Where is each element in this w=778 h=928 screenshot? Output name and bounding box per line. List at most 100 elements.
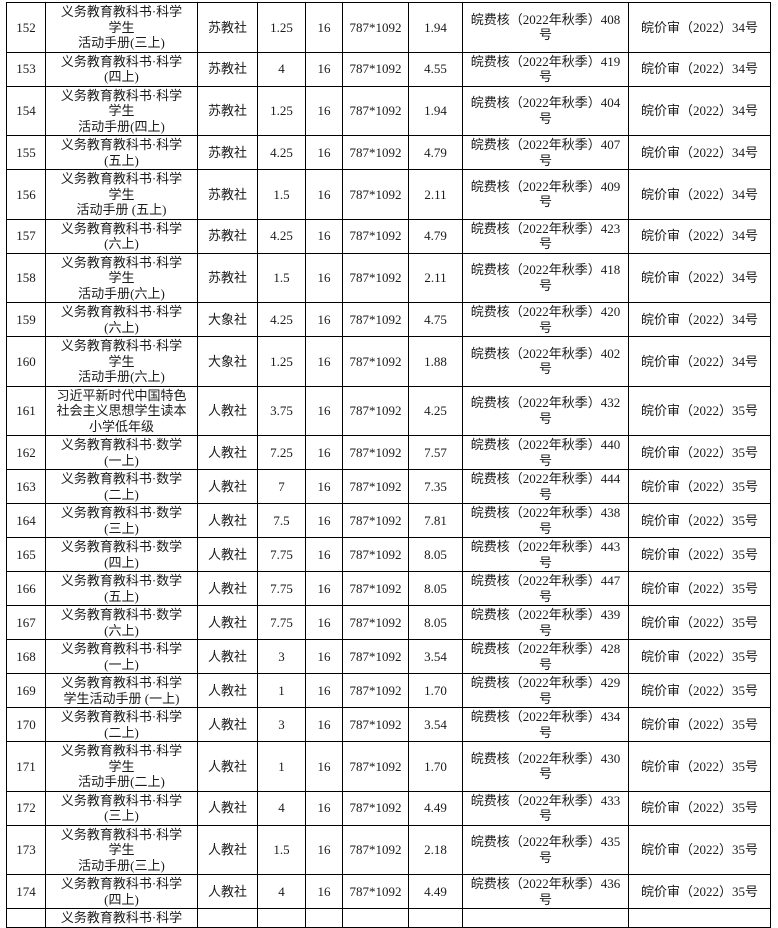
cell-price: 4.25 — [257, 135, 306, 170]
cell-format: 16 — [305, 673, 343, 708]
cell-format: 16 — [305, 218, 343, 254]
cell-no: 154 — [6, 85, 46, 136]
cell-size: 787*1092 — [342, 790, 409, 826]
cell-publisher: 苏教社 — [197, 85, 258, 136]
cell-total: 7.35 — [408, 469, 463, 504]
cell-approval: 皖费核（2022年秋季）430 号 — [462, 741, 629, 792]
cell-total: 7.81 — [408, 503, 463, 538]
cell-no: 165 — [6, 537, 46, 572]
cell-size: 787*1092 — [342, 85, 409, 136]
cell-no: 170 — [6, 707, 46, 742]
cell-doc: 皖价审（2022）35号 — [628, 639, 771, 674]
cell-size: 787*1092 — [342, 673, 409, 708]
cell-publisher — [197, 908, 258, 928]
cell-price: 1.25 — [257, 336, 306, 387]
cell-doc: 皖价审（2022）35号 — [628, 824, 771, 875]
cell-total: 2.18 — [408, 824, 463, 875]
price-table-body: 152 义务教育教科书·科学 学生 活动手册(三上) 苏教社 1.25 16 787*10… — [6, 2, 771, 928]
cell-total: 4.79 — [408, 135, 463, 170]
cell-size: 787*1092 — [342, 639, 409, 674]
cell-publisher: 苏教社 — [197, 218, 258, 254]
cell-doc: 皖价审（2022）35号 — [628, 874, 771, 909]
table-row: 161 习近平新时代中国特色 社会主义思想学生读本 小学低年级 人教社 3.75 16 7… — [6, 385, 771, 436]
cell-doc: 皖价审（2022）34号 — [628, 302, 771, 337]
cell-total: 4.75 — [408, 302, 463, 337]
cell-publisher: 人教社 — [197, 605, 258, 640]
cell-size: 787*1092 — [342, 252, 409, 303]
cell-approval: 皖费核（2022年秋季）432 号 — [462, 385, 629, 436]
cell-no: 166 — [6, 571, 46, 606]
cell-approval: 皖费核（2022年秋季）440 号 — [462, 435, 629, 470]
cell-approval: 皖费核（2022年秋季）423 号 — [462, 218, 629, 254]
cell-no: 153 — [6, 51, 46, 87]
cell-size: 787*1092 — [342, 741, 409, 792]
cell-format: 16 — [305, 639, 343, 674]
cell-doc: 皖价审（2022）35号 — [628, 469, 771, 504]
cell-no: 174 — [6, 874, 46, 909]
cell-price: 7.75 — [257, 571, 306, 606]
cell-no: 157 — [6, 218, 46, 254]
cell-approval — [462, 908, 629, 928]
cell-doc: 皖价审（2022）35号 — [628, 571, 771, 606]
cell-no — [6, 908, 46, 928]
cell-total: 1.88 — [408, 336, 463, 387]
cell-no: 161 — [6, 385, 46, 436]
cell-price: 7.75 — [257, 605, 306, 640]
cell-doc — [628, 908, 771, 928]
cell-size: 787*1092 — [342, 707, 409, 742]
cell-doc: 皖价审（2022）35号 — [628, 503, 771, 538]
cell-no: 172 — [6, 790, 46, 826]
cell-size: 787*1092 — [342, 385, 409, 436]
cell-approval: 皖费核（2022年秋季）404 号 — [462, 85, 629, 136]
cell-doc: 皖价审（2022）35号 — [628, 741, 771, 792]
cell-title: 义务教育教科书·科学 学生活动手册 (一上) — [45, 673, 198, 708]
cell-total: 2.11 — [408, 169, 463, 220]
table-row: 164 义务教育教科书·数学 (三上) 人教社 7.5 16 787*1092 7.81 皖费… — [6, 503, 771, 538]
cell-title: 义务教育教科书·科学 学生 活动手册(四上) — [45, 85, 198, 136]
table-row: 156 义务教育教科书·科学 学生 活动手册 (五上) 苏教社 1.5 16 787*10… — [6, 169, 771, 220]
cell-format: 16 — [305, 385, 343, 436]
table-row: 173 义务教育教科书·科学 学生 活动手册(三上) 人教社 1.5 16 787*109… — [6, 824, 771, 875]
cell-title: 义务教育教科书·数学 (四上) — [45, 537, 198, 572]
cell-title: 义务教育教科书·数学 (一上) — [45, 435, 198, 470]
cell-title: 义务教育教科书·科学 学生 活动手册(二上) — [45, 741, 198, 792]
cell-title: 习近平新时代中国特色 社会主义思想学生读本 小学低年级 — [45, 385, 198, 436]
cell-doc: 皖价审（2022）35号 — [628, 537, 771, 572]
cell-size: 787*1092 — [342, 571, 409, 606]
cell-price: 1.25 — [257, 2, 306, 53]
textbook-price-table: 152 义务教育教科书·科学 学生 活动手册(三上) 苏教社 1.25 16 787*10… — [6, 2, 771, 928]
cell-price: 4 — [257, 790, 306, 826]
cell-approval: 皖费核（2022年秋季）428 号 — [462, 639, 629, 674]
cell-no: 164 — [6, 503, 46, 538]
table-row: 170 义务教育教科书·科学 (二上) 人教社 3 16 787*1092 3.54 皖费核（… — [6, 707, 771, 742]
cell-doc: 皖价审（2022）35号 — [628, 605, 771, 640]
cell-doc: 皖价审（2022）35号 — [628, 790, 771, 826]
cell-publisher: 人教社 — [197, 824, 258, 875]
cell-size: 787*1092 — [342, 135, 409, 170]
cell-doc: 皖价审（2022）34号 — [628, 169, 771, 220]
cell-price: 1.5 — [257, 824, 306, 875]
table-row: 153 义务教育教科书·科学 (四上) 苏教社 4 16 787*1092 4.55 皖费核（… — [6, 51, 771, 87]
cell-price: 1.5 — [257, 169, 306, 220]
cell-approval: 皖费核（2022年秋季）439 号 — [462, 605, 629, 640]
cell-title: 义务教育教科书·科学 学生 活动手册(六上) — [45, 336, 198, 387]
cell-size: 787*1092 — [342, 218, 409, 254]
table-row: 171 义务教育教科书·科学 学生 活动手册(二上) 人教社 1 16 787*1092 1… — [6, 741, 771, 792]
cell-size: 787*1092 — [342, 51, 409, 87]
cell-format: 16 — [305, 707, 343, 742]
cell-format: 16 — [305, 435, 343, 470]
cell-format: 16 — [305, 571, 343, 606]
table-row: 162 义务教育教科书·数学 (一上) 人教社 7.25 16 787*1092 7.57 皖… — [6, 435, 771, 470]
cell-approval: 皖费核（2022年秋季）418 号 — [462, 252, 629, 303]
cell-format: 16 — [305, 302, 343, 337]
cell-title: 义务教育教科书·科学 学生 活动手册(三上) — [45, 824, 198, 875]
cell-doc: 皖价审（2022）34号 — [628, 218, 771, 254]
cell-publisher: 人教社 — [197, 707, 258, 742]
cell-size: 787*1092 — [342, 336, 409, 387]
cell-publisher: 人教社 — [197, 385, 258, 436]
cell-no: 167 — [6, 605, 46, 640]
table-row: 160 义务教育教科书·科学 学生 活动手册(六上) 大象社 1.25 16 787*10… — [6, 336, 771, 387]
cell-publisher: 人教社 — [197, 537, 258, 572]
cell-approval: 皖费核（2022年秋季）409 号 — [462, 169, 629, 220]
cell-doc: 皖价审（2022）34号 — [628, 85, 771, 136]
